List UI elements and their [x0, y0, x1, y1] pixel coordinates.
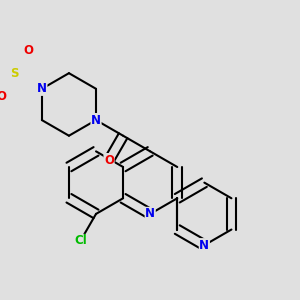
Text: N: N [200, 239, 209, 252]
Text: O: O [23, 44, 33, 57]
Text: N: N [145, 207, 155, 220]
Text: O: O [104, 154, 114, 166]
Text: N: N [37, 82, 47, 95]
Text: S: S [11, 67, 19, 80]
Text: Cl: Cl [74, 235, 87, 248]
Text: O: O [0, 90, 7, 103]
Text: N: N [91, 114, 101, 127]
